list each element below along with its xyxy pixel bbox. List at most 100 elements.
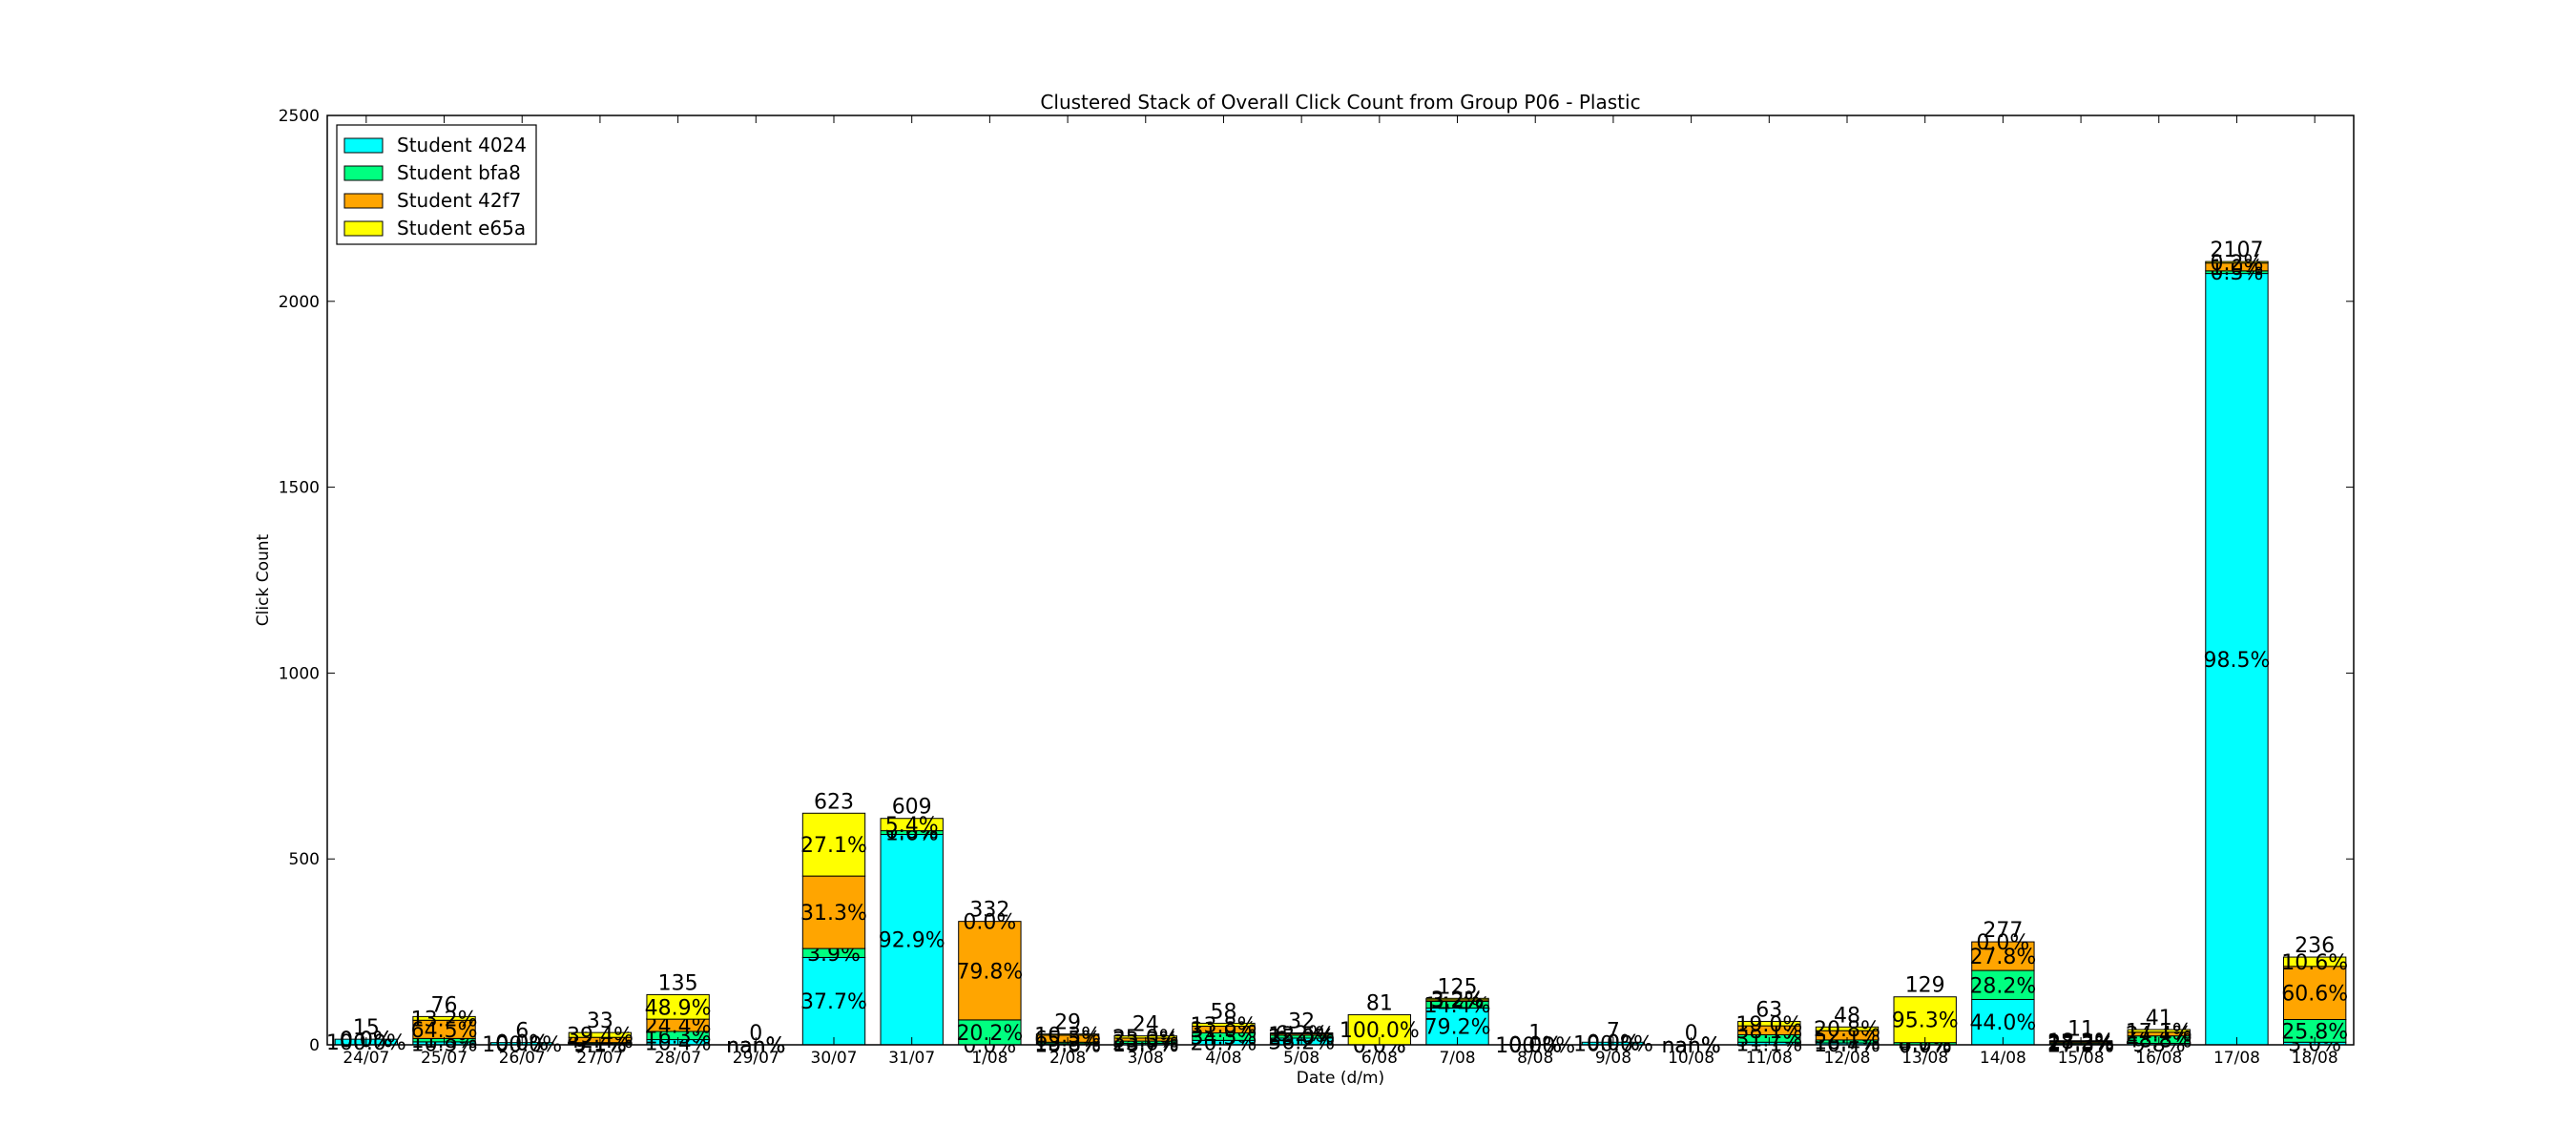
bar-total-label: 58 (1210, 1000, 1236, 1024)
y-tick-label: 2000 (279, 293, 320, 312)
bar-total-label: 236 (2295, 934, 2335, 958)
x-tick-label: 5/08 (1283, 1049, 1319, 1068)
bar-segment (2205, 260, 2269, 264)
bar-segment (958, 921, 1022, 1021)
bar-segment (2205, 273, 2269, 1046)
segment-percent-label: 3.2% (1431, 990, 1485, 1014)
legend-swatch (343, 193, 384, 209)
bar-total-label: 32 (1288, 1010, 1315, 1034)
bar-total-label: 0 (1685, 1022, 1698, 1046)
segment-percent-label: 10.6% (2281, 951, 2348, 975)
x-tick-label: 12/08 (1824, 1049, 1871, 1068)
plot-area: 05001000150020002500100.0%0.0%0.0%0.0%15… (279, 107, 2355, 1068)
bar-segment (1737, 1020, 1801, 1027)
bar-total-label: 63 (1755, 998, 1782, 1022)
bar-total-label: 332 (969, 899, 1009, 923)
segment-percent-label: 0.2% (2211, 252, 2264, 276)
x-tick-label: 15/08 (2058, 1049, 2105, 1068)
segment-percent-label: 13.2% (411, 1008, 478, 1031)
legend-label: Student 42f7 (397, 189, 521, 212)
x-tick-label: 2/08 (1049, 1049, 1086, 1068)
y-tick-label: 0 (309, 1036, 320, 1055)
bar-segment (2127, 1029, 2191, 1033)
bar-segment (2282, 966, 2347, 1021)
bar-total-label: 1 (1528, 1022, 1542, 1046)
bar-total-label: 2107 (2210, 239, 2263, 262)
bar-segment (412, 1015, 476, 1021)
bar-segment (1893, 996, 1957, 1044)
segment-percent-label: 37.7% (800, 990, 867, 1014)
y-tick-label: 500 (289, 850, 320, 869)
segment-percent-label: 98.5% (2204, 649, 2271, 673)
chart-title: Clustered Stack of Overall Click Count f… (1040, 91, 1640, 114)
bar-total-label: 6 (515, 1020, 529, 1044)
bar-segment (1815, 1026, 1880, 1031)
bar-total-label: 609 (892, 796, 932, 820)
segment-percent-label: 0.0% (963, 911, 1016, 935)
bar-segment (880, 833, 944, 1046)
legend-swatch (343, 165, 384, 181)
x-tick-label: 27/07 (576, 1049, 623, 1068)
bar-total-label: 24 (1132, 1013, 1159, 1037)
x-tick-label: 10/08 (1668, 1049, 1714, 1068)
x-axis-label: Date (d/m) (1297, 1069, 1384, 1088)
x-tick-label: 1/08 (971, 1049, 1008, 1068)
legend: Student 4024 Student bfa8 Student 42f7 Stud… (336, 124, 537, 245)
segment-percent-label: 5.4% (885, 814, 939, 838)
bar-total-label: 81 (1366, 991, 1393, 1015)
bar-segment (1035, 1033, 1100, 1036)
x-tick-label: 25/07 (421, 1049, 467, 1068)
bar-segment (801, 812, 866, 877)
x-tick-label: 30/07 (811, 1049, 858, 1068)
x-tick-label: 6/08 (1361, 1049, 1398, 1068)
legend-label: Student e65a (397, 217, 526, 239)
bar-total-label: 7 (1607, 1019, 1620, 1043)
segment-percent-label: 79.2% (1424, 1016, 1491, 1040)
bar-segment (1971, 941, 2035, 971)
y-tick-label: 1500 (279, 479, 320, 498)
x-tick-label: 11/08 (1746, 1049, 1793, 1068)
segment-percent-label: 95.3% (1892, 1010, 1959, 1033)
bar-total-label: 29 (1054, 1011, 1081, 1035)
segment-percent-label: 27.8% (1969, 946, 2036, 969)
x-tick-label: 13/08 (1901, 1049, 1948, 1068)
legend-label: Student 4024 (397, 134, 527, 156)
segment-percent-label: 3.2% (1431, 989, 1485, 1012)
bar-total-label: 33 (587, 1010, 613, 1033)
bar-segment (646, 993, 710, 1020)
x-tick-label: 14/08 (1980, 1049, 2026, 1068)
x-tick-label: 18/08 (2292, 1049, 2338, 1068)
x-tick-label: 7/08 (1439, 1049, 1475, 1068)
y-tick-label: 1000 (279, 664, 320, 683)
x-tick-label: 26/07 (499, 1049, 546, 1068)
bar-total-label: 129 (1905, 974, 1945, 998)
x-tick-label: 24/07 (343, 1049, 389, 1068)
segment-percent-label: 44.0% (1969, 1011, 2036, 1035)
bar-total-label: 125 (1438, 975, 1478, 999)
y-axis-label: Click Count (254, 533, 273, 626)
segment-percent-label: 60.6% (2281, 983, 2348, 1007)
bar-total-label: 48 (1834, 1004, 1860, 1028)
bar-total-label: 135 (658, 971, 698, 995)
x-tick-label: 16/08 (2135, 1049, 2182, 1068)
y-tick-label: 2500 (279, 107, 320, 126)
segment-percent-label: 31.3% (800, 902, 867, 926)
legend-swatch (343, 220, 384, 237)
segment-percent-label: 28.2% (1969, 974, 2036, 998)
x-tick-label: 31/07 (888, 1049, 935, 1068)
x-tick-label: 28/07 (654, 1049, 701, 1068)
segment-percent-label: 1.0% (2211, 257, 2264, 281)
segment-percent-label: 19.0% (1735, 1013, 1802, 1037)
bar-total-label: 0 (749, 1022, 762, 1046)
x-tick-label: 9/08 (1595, 1049, 1631, 1068)
segment-percent-label: 13.8% (1191, 1014, 1257, 1038)
bar-total-label: 15 (353, 1016, 380, 1040)
segment-percent-label: 48.9% (645, 996, 712, 1020)
x-tick-label: 29/07 (733, 1049, 779, 1068)
bar-total-label: 277 (1983, 919, 2023, 943)
bar-segment (880, 818, 944, 832)
bar-segment (1192, 1022, 1256, 1028)
bar-total-label: 41 (2146, 1007, 2172, 1030)
x-tick-label: 3/08 (1128, 1049, 1164, 1068)
